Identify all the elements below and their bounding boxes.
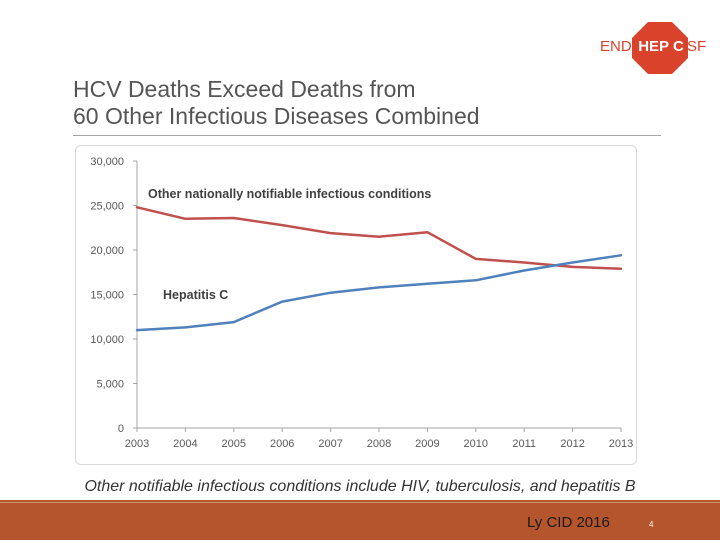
series-label-other-conditions: Other nationally notifiable infectious c… xyxy=(148,187,431,201)
logo-end-text: END xyxy=(600,38,632,55)
citation: Ly CID 2016 xyxy=(527,514,610,531)
x-tick-label: 2009 xyxy=(415,438,439,450)
x-tick-label: 2006 xyxy=(270,438,294,450)
x-tick-label: 2005 xyxy=(222,438,246,450)
y-tick-label: 15,000 xyxy=(90,290,124,302)
x-tick-label: 2012 xyxy=(560,438,584,450)
logo-hepc-text: HEP C xyxy=(638,38,684,55)
y-tick-label: 30,000 xyxy=(90,156,124,168)
slide-caption: Other notifiable infectious conditions i… xyxy=(84,478,636,495)
line-chart: 0 5,000 10,000 15,000 20,000 25,000 30,000 2003… xyxy=(90,156,633,450)
stop-sign-icon xyxy=(632,22,688,74)
series-line-other-conditions xyxy=(135,206,623,270)
slide-title-line1: HCV Deaths Exceed Deaths from xyxy=(73,76,416,102)
endhepcsf-logo: END HEP C SF xyxy=(594,20,710,76)
x-tick-label: 2003 xyxy=(125,438,149,450)
y-tick-label: 0 xyxy=(118,423,124,435)
y-tick-label: 25,000 xyxy=(90,201,124,213)
y-tick-label: 20,000 xyxy=(90,245,124,257)
logo-sf-text: SF xyxy=(687,38,707,55)
title-divider xyxy=(73,135,661,136)
y-tick-label: 5,000 xyxy=(96,379,124,391)
x-tick-label: 2007 xyxy=(318,438,342,450)
x-tick-label: 2010 xyxy=(464,438,488,450)
footer-bar xyxy=(0,500,720,540)
series-label-hepatitis-c: Hepatitis C xyxy=(163,288,228,302)
x-tick-label: 2011 xyxy=(512,438,536,450)
footer-divider xyxy=(0,502,720,503)
y-tick-label: 10,000 xyxy=(90,334,124,346)
slide-title: HCV Deaths Exceed Deaths from 60 Other I… xyxy=(73,76,633,130)
slide-title-line2: 60 Other Infectious Diseases Combined xyxy=(73,103,480,129)
x-tick-label: 2013 xyxy=(609,438,633,450)
chart-panel: 0 5,000 10,000 15,000 20,000 25,000 30,000 2003… xyxy=(75,145,637,465)
x-tick-label: 2004 xyxy=(173,438,197,450)
page-number: 4 xyxy=(649,520,654,529)
x-tick-label: 2008 xyxy=(367,438,391,450)
